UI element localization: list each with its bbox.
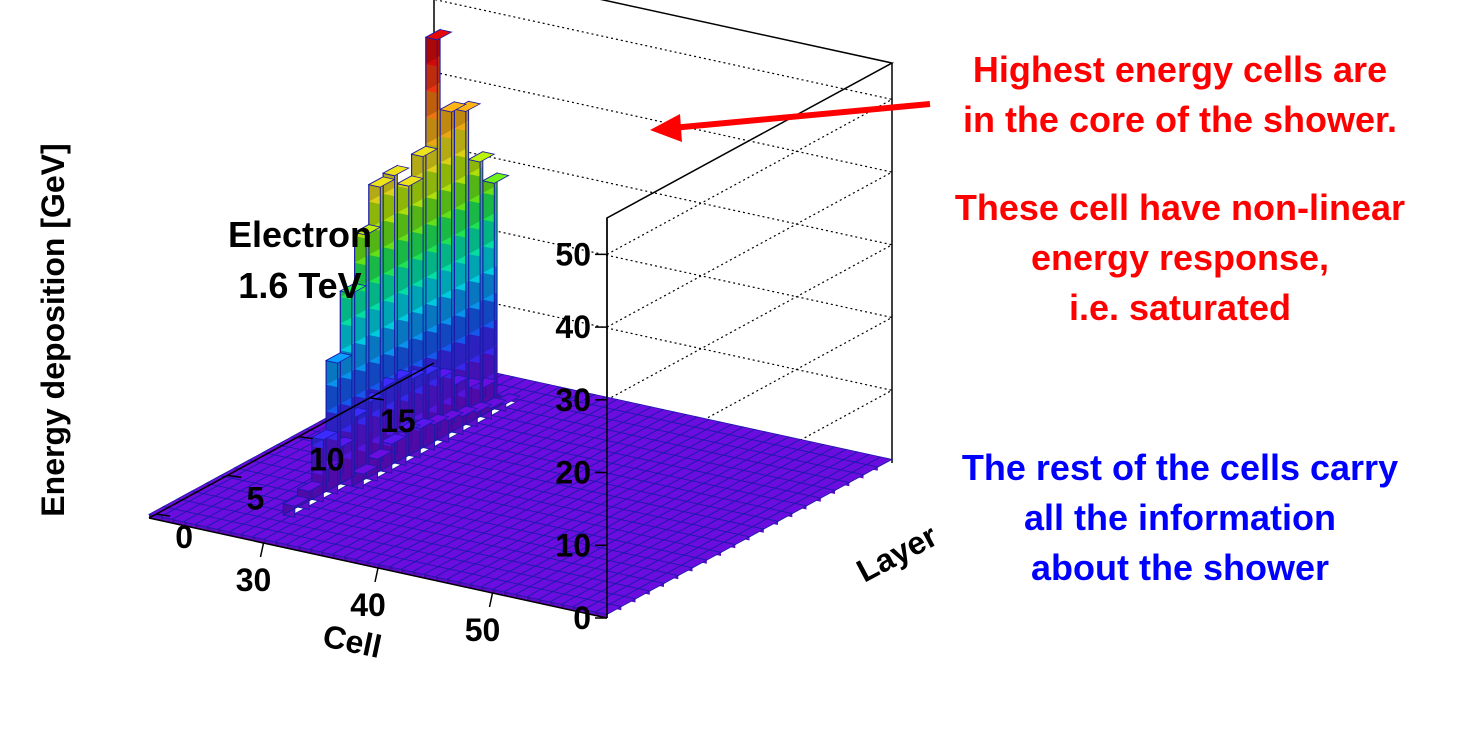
annotation-line: Highest energy cells are xyxy=(972,49,1388,90)
lego-bar xyxy=(262,531,291,546)
z-tick-label: 20 xyxy=(555,455,591,491)
annotation-line xyxy=(905,145,1455,183)
y-tick xyxy=(298,435,313,440)
z-tick-label: 0 xyxy=(573,600,591,636)
y-tick xyxy=(156,513,171,517)
lego-bar xyxy=(319,543,348,558)
annotation-line: energy response, xyxy=(1030,237,1330,278)
annotation-line: all the information xyxy=(1023,497,1336,538)
lego-bar xyxy=(205,518,234,533)
lego-bar xyxy=(468,576,497,591)
z-tick-label: 30 xyxy=(555,382,591,418)
lego-bar xyxy=(376,556,405,571)
lego-bar xyxy=(339,282,368,487)
lego-bar xyxy=(594,603,623,618)
lego-bar xyxy=(216,521,245,536)
y-tick xyxy=(369,397,384,401)
rest-annotation: The rest of the cells carry all the info… xyxy=(905,443,1455,593)
lego-bar xyxy=(481,172,510,410)
lego-bar xyxy=(310,428,339,503)
z-tick-label: 50 xyxy=(555,236,591,272)
energy-label: 1.6 TeV xyxy=(238,265,361,306)
y-tick-label: 15 xyxy=(380,403,416,439)
lego-bar xyxy=(434,568,463,583)
annotation-line: These cell have non-linear xyxy=(954,187,1406,228)
z-axis-title: Energy deposition [GeV] xyxy=(35,143,71,516)
annotation-line: about the shower xyxy=(1030,547,1330,588)
y-axis-line xyxy=(148,362,435,519)
x-tick-label: 50 xyxy=(465,612,501,648)
x-tick xyxy=(374,567,379,583)
chart-ticks: 0 10 20 30 40 50 30 40 50 0 5 10 15 xyxy=(148,218,608,648)
y-tick xyxy=(227,474,242,479)
x-tick xyxy=(488,592,494,608)
lego-bar xyxy=(514,586,543,601)
lego-bar xyxy=(479,578,508,593)
lego-bar xyxy=(159,508,188,523)
x-tick-label: 40 xyxy=(350,587,386,623)
z-tick-label: 40 xyxy=(555,309,591,345)
y-tick-label: 0 xyxy=(175,519,193,555)
z-gridline xyxy=(433,144,894,401)
lego-bar xyxy=(422,566,451,581)
lego-bar xyxy=(388,558,417,573)
chart-bars xyxy=(282,28,522,518)
particle-label: Electron xyxy=(228,214,372,255)
saturation-annotation: Highest energy cells are in the core of … xyxy=(905,45,1455,333)
lego-bar xyxy=(353,223,382,480)
y-tick-label: 5 xyxy=(246,480,264,516)
x-axis-title: Cell xyxy=(320,618,385,665)
annotation-line: The rest of the cells carry xyxy=(961,447,1399,488)
lego-bar xyxy=(324,351,353,495)
lego-bar xyxy=(438,100,467,433)
x-tick-label: 30 xyxy=(236,562,272,598)
lego-bar xyxy=(228,523,256,538)
z-gridline xyxy=(433,71,894,328)
z-gridline xyxy=(433,216,894,474)
lego-bar xyxy=(453,100,482,425)
lego-bar xyxy=(250,528,279,543)
annotation-line: i.e. saturated xyxy=(1068,287,1292,328)
lego-bar xyxy=(456,573,486,588)
z-gridline xyxy=(433,289,894,546)
z-tick-label: 10 xyxy=(555,527,591,563)
lego-bar xyxy=(491,581,520,596)
annotation-line: in the core of the shower. xyxy=(962,99,1398,140)
y-tick-label: 10 xyxy=(309,442,345,478)
x-tick xyxy=(259,542,265,558)
z-gridline xyxy=(433,0,894,255)
lego-bar xyxy=(282,495,311,518)
annotation-arrow xyxy=(650,101,931,142)
